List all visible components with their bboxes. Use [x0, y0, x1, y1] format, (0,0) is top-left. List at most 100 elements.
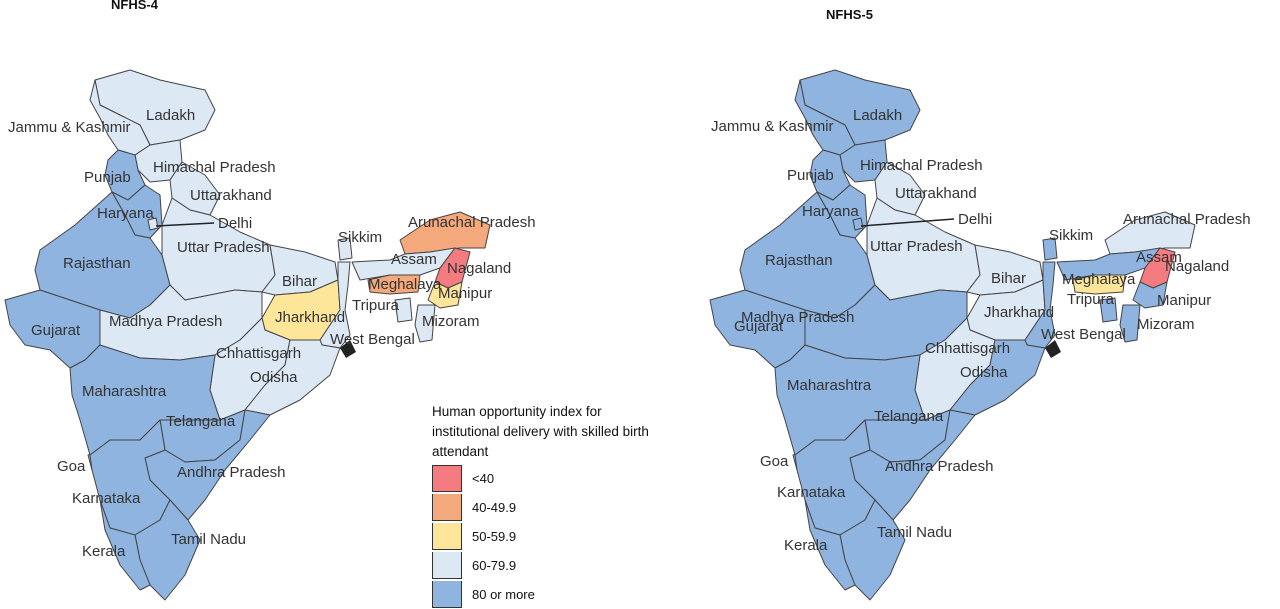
- map-nfhs5: Jammu & Kashmir Ladakh Himachal Pradesh Pun…: [709, 69, 1251, 601]
- legend-swatch: [432, 465, 462, 492]
- coastal-islands: [1045, 340, 1061, 358]
- legend-label: <40: [472, 471, 495, 486]
- state-label-karnataka: Karnataka: [777, 484, 846, 501]
- state-label-ap: Andhra Pradesh: [885, 458, 993, 475]
- state-label-meghalaya: Meghalaya: [1062, 271, 1136, 288]
- state-label-jk: Jammu & Kashmir: [711, 118, 834, 135]
- state-tripura: [1099, 297, 1118, 323]
- state-label-nagaland: Nagaland: [1165, 258, 1229, 275]
- state-label-sikkim: Sikkim: [338, 229, 382, 246]
- state-label-mp: Madhya Pradesh: [109, 313, 222, 330]
- state-label-up: Uttar Pradesh: [177, 239, 270, 256]
- state-kerala: [99, 499, 151, 591]
- state-label-wb: West Bengal: [330, 331, 415, 348]
- state-label-delhi: Delhi: [218, 215, 252, 232]
- state-label-maharashtra: Maharashtra: [787, 377, 872, 394]
- state-label-arunachal: Arunachal Pradesh: [1123, 211, 1251, 228]
- map-title-nfhs4: NFHS-4: [111, 0, 158, 12]
- state-label-mizoram: Mizoram: [1137, 316, 1195, 333]
- state-label-mp: Madhya Pradesh: [741, 309, 854, 326]
- state-label-odisha: Odisha: [250, 369, 298, 386]
- state-label-ladakh: Ladakh: [146, 107, 195, 124]
- state-sikkim: [1042, 237, 1058, 261]
- legend-label: 40-49.9: [472, 500, 517, 515]
- state-tripura: [394, 297, 413, 323]
- state-meghalaya: [367, 274, 421, 295]
- state-label-jharkhand: Jharkhand: [984, 304, 1054, 321]
- legend-item: 60-79.9: [432, 551, 662, 580]
- state-label-up: Uttar Pradesh: [870, 238, 963, 255]
- state-label-gujarat: Gujarat: [734, 318, 784, 335]
- state-delhi: [852, 217, 864, 231]
- state-label-goa: Goa: [760, 453, 789, 470]
- legend-item: <40: [432, 464, 662, 493]
- legend: Human opportunity index for institutiona…: [432, 402, 662, 609]
- state-mizoram: [1119, 304, 1141, 343]
- state-label-chhattisgarh: Chhattisgarh: [216, 345, 301, 362]
- state-label-goa: Goa: [57, 458, 86, 475]
- state-label-jharkhand: Jharkhand: [275, 309, 345, 326]
- state-label-wb: West Bengal: [1041, 326, 1126, 343]
- state-delhi: [147, 217, 159, 231]
- state-manipur: [1132, 281, 1168, 309]
- state-kerala: [804, 499, 856, 591]
- coastal-islands: [340, 340, 356, 358]
- legend-items: <40 40-49.9 50-59.9 60-79.9 80 or more: [432, 464, 662, 609]
- state-label-bihar: Bihar: [991, 270, 1026, 287]
- legend-label: 60-79.9: [472, 558, 517, 573]
- state-label-sikkim: Sikkim: [1049, 227, 1093, 244]
- legend-swatch: [432, 523, 462, 550]
- state-label-ladakh: Ladakh: [853, 107, 902, 124]
- state-label-assam: Assam: [1136, 249, 1182, 266]
- state-label-delhi: Delhi: [958, 211, 992, 228]
- delhi-leader-line: [155, 222, 215, 227]
- legend-item: 80 or more: [432, 580, 662, 609]
- legend-label: 50-59.9: [472, 529, 517, 544]
- state-label-bihar: Bihar: [282, 273, 317, 290]
- state-label-punjab: Punjab: [787, 167, 834, 184]
- legend-item: 40-49.9: [432, 493, 662, 522]
- state-label-tn: Tamil Nadu: [171, 531, 246, 548]
- state-label-manipur: Manipur: [1157, 292, 1211, 309]
- state-label-rajasthan: Rajasthan: [63, 255, 131, 272]
- legend-label: 80 or more: [472, 587, 535, 602]
- state-label-mizoram: Mizoram: [422, 313, 480, 330]
- state-label-odisha: Odisha: [960, 364, 1008, 381]
- delhi-leader-line: [860, 218, 955, 227]
- legend-swatch: [432, 552, 462, 579]
- state-label-manipur: Manipur: [438, 285, 492, 302]
- state-label-uk: Uttarakhand: [895, 185, 977, 202]
- state-sikkim: [337, 237, 353, 261]
- state-meghalaya: [1072, 274, 1126, 295]
- state-label-tripura: Tripura: [1067, 291, 1115, 308]
- legend-swatch: [432, 494, 462, 521]
- state-label-rajasthan: Rajasthan: [765, 252, 833, 269]
- state-label-telangana: Telangana: [874, 408, 944, 425]
- state-label-gujarat: Gujarat: [31, 322, 81, 339]
- state-label-tn: Tamil Nadu: [877, 524, 952, 541]
- state-label-assam: Assam: [391, 251, 437, 268]
- state-label-karnataka: Karnataka: [72, 490, 141, 507]
- state-label-hp: Himachal Pradesh: [153, 159, 276, 176]
- state-label-jk: Jammu & Kashmir: [8, 119, 131, 136]
- state-mizoram: [414, 304, 436, 343]
- state-label-uk: Uttarakhand: [190, 187, 272, 204]
- state-label-ap: Andhra Pradesh: [177, 464, 285, 481]
- state-label-haryana: Haryana: [97, 205, 154, 222]
- state-label-tripura: Tripura: [352, 297, 400, 314]
- state-manipur: [427, 281, 463, 309]
- legend-item: 50-59.9: [432, 522, 662, 551]
- state-label-kerala: Kerala: [82, 543, 126, 560]
- state-label-haryana: Haryana: [802, 203, 859, 220]
- state-label-nagaland: Nagaland: [447, 260, 511, 277]
- state-label-chhattisgarh: Chhattisgarh: [925, 340, 1010, 357]
- state-label-hp: Himachal Pradesh: [860, 157, 983, 174]
- state-label-arunachal: Arunachal Pradesh: [408, 214, 536, 231]
- state-label-telangana: Telangana: [166, 413, 236, 430]
- map-nfhs4: Jammu & Kashmir Ladakh Himachal Pradesh Pun…: [4, 69, 536, 601]
- state-label-maharashtra: Maharashtra: [82, 383, 167, 400]
- map-title-nfhs5: NFHS-5: [826, 7, 873, 22]
- state-label-kerala: Kerala: [784, 537, 828, 554]
- state-label-meghalaya: Meghalaya: [368, 276, 442, 293]
